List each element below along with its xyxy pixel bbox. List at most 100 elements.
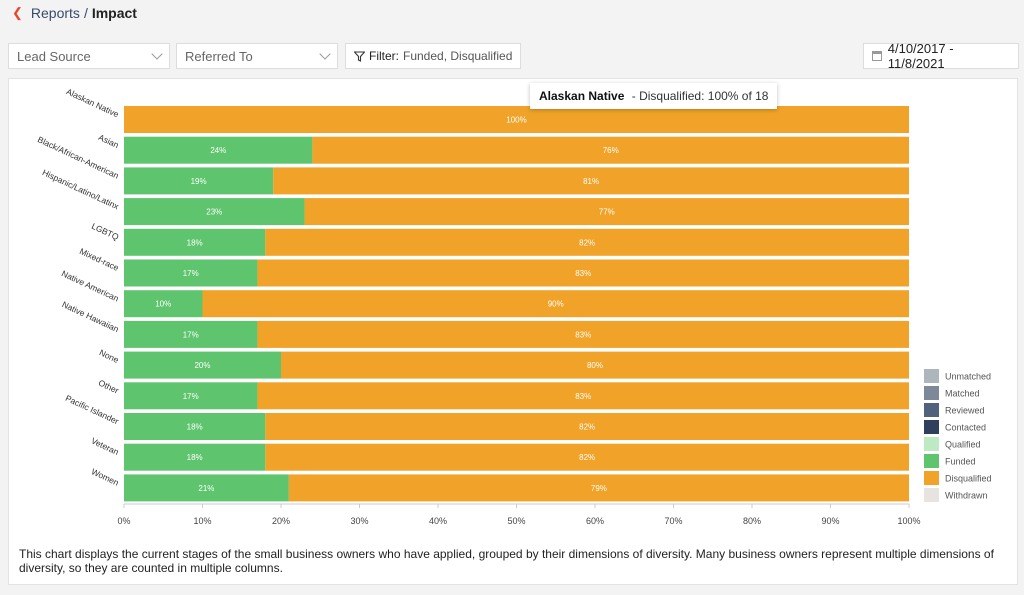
filter-values: Funded, Disqualified [403,49,513,63]
bar-segment-funded [124,228,266,256]
bar-segment-funded [124,413,266,440]
y-category-label: Alaskan Native [65,86,121,119]
referred-to-label: Referred To [185,49,253,64]
breadcrumb-reports-link[interactable]: Reports [30,5,80,21]
bar-segment-funded [124,259,258,287]
filter-button[interactable]: Filter: Funded, Disqualified [345,43,522,69]
legend-label: Disqualified [945,474,992,484]
breadcrumb-separator: / [83,5,88,21]
bar-segment-funded [124,167,274,195]
filter-label: Filter: [369,49,399,63]
y-category-label: Native American [60,268,121,303]
bar-data-label: 90% [548,300,564,309]
y-category-label: Veteran [90,436,121,458]
bar-segment-funded [124,443,266,471]
bar-data-label: 82% [579,423,595,432]
back-chevron-icon[interactable]: ❮ [12,5,23,20]
chart-description: This chart displays the current stages o… [19,547,994,575]
bar-data-label: 19% [191,177,207,186]
bar-data-label: 23% [206,208,222,217]
legend-label: Reviewed [945,406,985,416]
bar-segment-disqualified [202,290,909,318]
x-tick-label: 50% [507,516,525,526]
bar-segment-funded [124,351,281,379]
x-tick-label: 60% [586,516,604,526]
bar-segment-disqualified [265,228,909,256]
bar-data-label: 18% [187,423,203,432]
bar-segment-disqualified [273,167,909,195]
legend-label: Matched [945,389,980,399]
x-tick-label: 40% [429,516,447,526]
bar-data-label: 83% [575,330,591,339]
y-category-label: Asian [97,132,121,150]
date-range-value: 4/10/2017 - 11/8/2021 [887,41,954,71]
calendar-icon [872,51,882,61]
legend-label: Contacted [945,423,986,433]
bar-segment-disqualified [257,320,909,348]
bar-data-label: 17% [183,392,199,401]
referred-to-dropdown[interactable]: Referred To [176,43,338,69]
bar-data-label: 21% [198,484,214,493]
bar-data-label: 79% [591,484,607,493]
legend-swatch [924,403,939,417]
y-category-label: Women [90,466,121,487]
bar-data-label: 77% [599,208,615,217]
bar-segment-disqualified [304,198,909,226]
y-category-label: Mixed-race [78,246,121,273]
legend-swatch [924,488,939,502]
bar-segment-disqualified [265,443,909,471]
bar-data-label: 82% [579,238,595,247]
tooltip-category: Alaskan Native [539,89,625,103]
legend-label: Unmatched [945,372,991,382]
x-tick-label: 70% [664,516,682,526]
breadcrumb: ❮ Reports / Impact [12,5,137,21]
tooltip-value: - Disqualified: 100% of 18 [631,89,769,103]
x-tick-label: 90% [821,516,839,526]
bar-segment-disqualified [265,413,909,440]
bar-segment-funded [124,198,305,226]
y-category-label: Pacific Islander [64,393,121,426]
bar-data-label: 80% [587,361,603,370]
bar-segment-funded [124,382,258,410]
legend-swatch [924,369,939,383]
bar-data-label: 20% [194,361,210,370]
x-tick-label: 80% [743,516,761,526]
x-tick-label: 20% [272,516,290,526]
bar-segment-disqualified [288,474,910,502]
legend-swatch [924,471,939,485]
x-tick-label: 100% [897,516,920,526]
bar-data-label: 17% [183,269,199,278]
y-category-label: Native Hawaiian [60,299,120,334]
filter-icon [354,50,365,62]
bar-data-label: 17% [183,330,199,339]
y-category-label: LGBTQ [90,221,121,242]
bar-segment-disqualified [312,136,909,164]
bar-segment-disqualified [257,259,909,287]
y-category-label: None [98,347,121,365]
bar-segment-funded [124,136,313,164]
legend-swatch [924,437,939,451]
bar-data-label: 81% [583,177,599,186]
bar-data-label: 18% [187,453,203,462]
chart-tooltip: Alaskan Native - Disqualified: 100% of 1… [530,83,778,109]
bar-data-label: 83% [575,269,591,278]
bar-data-label: 18% [187,238,203,247]
x-tick-label: 30% [350,516,368,526]
legend-swatch [924,420,939,434]
bar-data-label: 76% [603,146,619,155]
page-title: Impact [91,5,137,21]
lead-source-dropdown[interactable]: Lead Source [8,43,170,69]
bar-segment-disqualified [257,382,909,410]
legend-label: Qualified [945,440,981,450]
bar-segment-funded [124,290,203,318]
y-category-label: Other [97,378,121,396]
bar-segment-disqualified [124,106,909,133]
bar-segment-funded [124,320,258,348]
bar-data-label: 82% [579,453,595,462]
date-range-picker[interactable]: 4/10/2017 - 11/8/2021 [863,41,1019,71]
lead-source-label: Lead Source [17,49,91,64]
bar-data-label: 24% [210,146,226,155]
legend-swatch [924,386,939,400]
bar-segment-disqualified [281,351,909,379]
